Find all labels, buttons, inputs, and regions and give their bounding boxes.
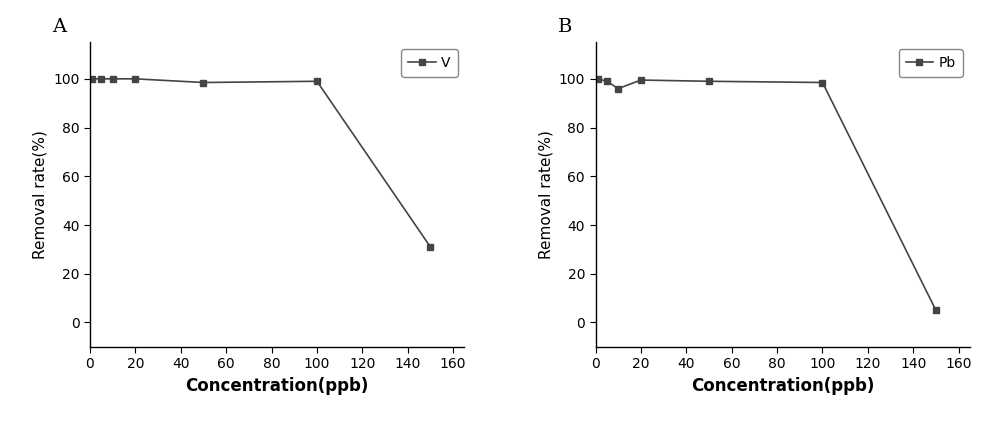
- Y-axis label: Removal rate(%): Removal rate(%): [538, 130, 553, 259]
- Y-axis label: Removal rate(%): Removal rate(%): [33, 130, 48, 259]
- Pb: [930, 308, 942, 313]
- Line: V: V: [89, 75, 434, 250]
- Text: A: A: [53, 18, 67, 36]
- V: [86, 76, 98, 81]
- Pb: [635, 77, 647, 82]
- X-axis label: Concentration(ppb): Concentration(ppb): [186, 377, 369, 395]
- V: [311, 79, 323, 84]
- Pb: [612, 86, 624, 91]
- V: [95, 76, 107, 81]
- X-axis label: Concentration(ppb): Concentration(ppb): [691, 377, 874, 395]
- Line: Pb: Pb: [594, 75, 939, 314]
- V: [129, 76, 141, 81]
- Pb: [601, 79, 613, 84]
- Pb: [592, 76, 604, 81]
- V: [424, 244, 436, 250]
- Pb: [703, 79, 715, 84]
- V: [197, 80, 209, 85]
- Text: B: B: [558, 18, 572, 36]
- Legend: Pb: Pb: [899, 49, 963, 77]
- Pb: [816, 80, 828, 85]
- Legend: V: V: [401, 49, 458, 77]
- V: [107, 76, 119, 81]
